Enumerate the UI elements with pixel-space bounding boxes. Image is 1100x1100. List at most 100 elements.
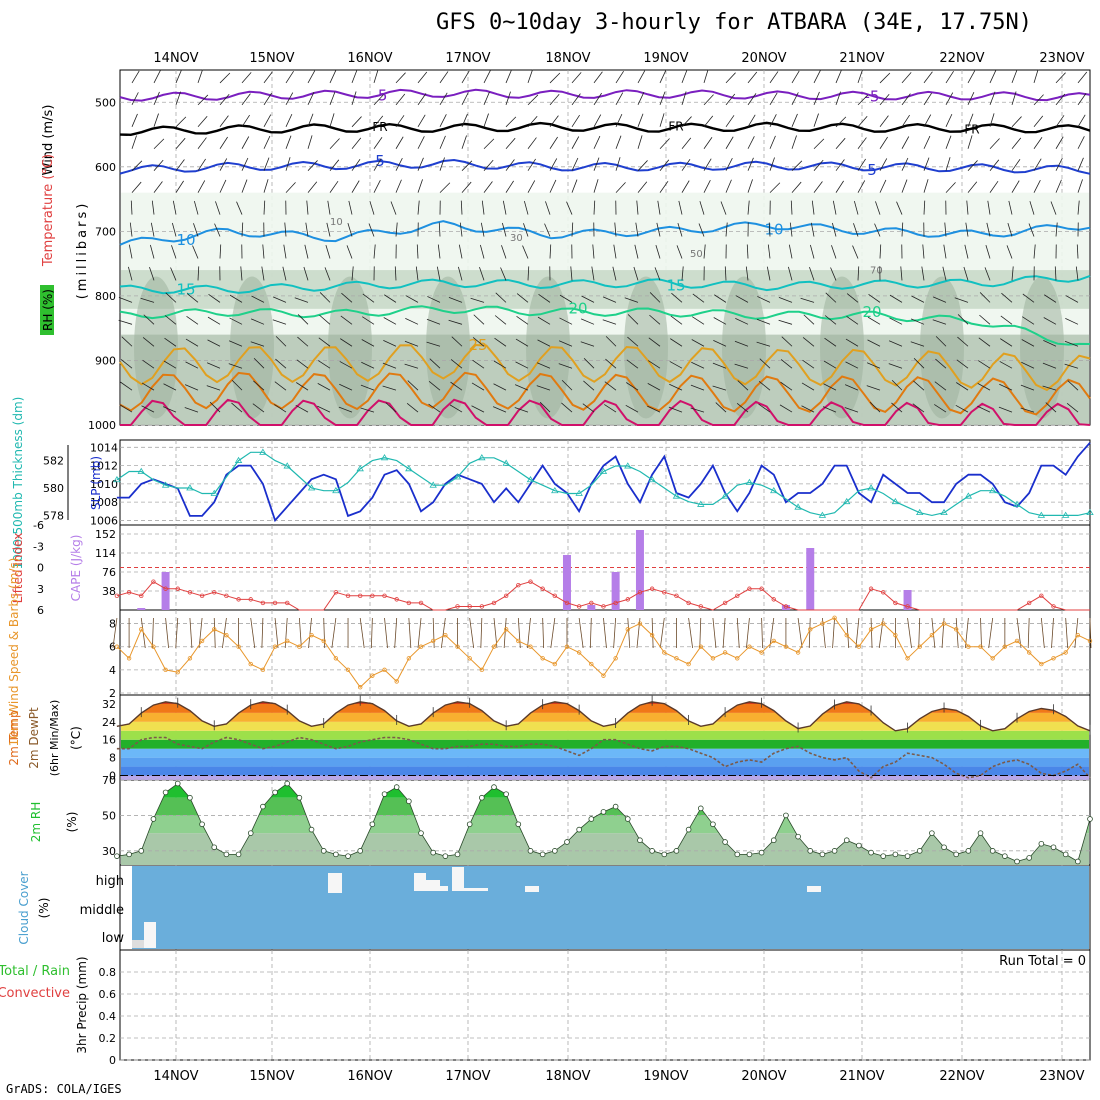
surface-wind-barb <box>931 617 936 649</box>
wind-barb <box>186 293 199 303</box>
wind-barb <box>602 319 617 325</box>
wind-barb <box>647 383 661 391</box>
wind-barb <box>649 314 661 325</box>
thickness-marker <box>429 481 437 488</box>
rh-marker <box>515 821 522 828</box>
wind-barb <box>835 159 845 171</box>
rh-marker <box>624 816 631 822</box>
temperature-contour-label: -5 <box>373 86 388 104</box>
thickness-marker <box>940 508 948 516</box>
wind-barb <box>844 407 859 413</box>
bottom-date-label: 21NOV <box>839 1069 884 1084</box>
wind-barb <box>285 182 296 193</box>
wind-barb <box>461 92 469 106</box>
wind-barb <box>472 359 485 369</box>
precip-axis-label: 3hr Precip (mm) <box>75 956 89 1053</box>
wind-barb <box>734 340 749 347</box>
wind-barb <box>549 244 552 259</box>
lifted-index-marker <box>345 593 351 599</box>
wind-barb <box>527 180 536 193</box>
wind-speed-marker <box>382 667 387 673</box>
wind-speed-marker <box>321 638 326 644</box>
wind-barb <box>437 244 441 259</box>
wind-barb <box>206 385 221 391</box>
temperature-axis-label: 2m Temp <box>7 710 21 765</box>
wind-barb <box>561 379 573 391</box>
wind-barb <box>692 316 705 325</box>
lifted-index-marker <box>285 600 290 606</box>
wind-barb <box>648 337 661 347</box>
wind-barb <box>571 222 574 237</box>
wind-barb <box>416 244 419 259</box>
wind-barb <box>449 404 463 413</box>
wind-speed-marker <box>1063 650 1068 655</box>
wind-barb <box>571 179 578 193</box>
wind-barb <box>932 296 947 303</box>
rh-marker <box>746 851 753 858</box>
lifted-index-marker <box>674 593 679 599</box>
wind-barb <box>1033 94 1044 106</box>
wind-barb <box>175 137 186 150</box>
temperature-contour-10 <box>119 220 1091 246</box>
wind-barb <box>479 267 485 281</box>
wind-barb <box>1064 340 1079 347</box>
wind-barb <box>263 200 266 215</box>
thickness-marker <box>843 497 851 505</box>
rh-marker <box>1062 851 1069 858</box>
wind-barb <box>373 158 382 171</box>
temperature-color-band <box>121 712 1089 722</box>
wind-barb <box>832 200 837 215</box>
wind-barb <box>219 94 230 106</box>
lifted-index-marker <box>637 590 643 595</box>
wind-barb <box>923 135 931 149</box>
panel-frame-wind <box>119 609 1091 696</box>
wind-barb <box>1077 157 1084 171</box>
surface-wind-barb <box>370 617 373 649</box>
wind-barb <box>879 136 888 149</box>
wind-barb <box>977 405 991 413</box>
wind-barb <box>810 222 815 237</box>
rh-marker <box>612 803 619 810</box>
lifted-index-marker <box>698 604 703 609</box>
surface-wind-barb <box>165 617 169 649</box>
wind-barb <box>1077 114 1086 128</box>
rh-marker <box>308 826 315 833</box>
rh-marker <box>1038 840 1045 847</box>
wind-barb <box>725 222 728 237</box>
lifted-index-marker <box>893 600 898 606</box>
wind-speed-marker <box>114 644 120 649</box>
temperature-contour-label: FR <box>372 120 387 134</box>
wind-barb <box>130 200 133 215</box>
wind-barb <box>670 315 683 325</box>
cape-tick-label: 38 <box>102 585 116 598</box>
wind-barb <box>615 70 624 84</box>
wind-speed-marker <box>795 650 801 655</box>
wind-barb <box>655 244 661 259</box>
wind-barb <box>923 71 933 84</box>
rh-marker <box>114 853 120 859</box>
wind-barb <box>857 69 863 84</box>
wind-barb <box>390 201 397 215</box>
wind-barb <box>165 292 177 303</box>
wind-speed-marker <box>224 632 229 638</box>
upper-wind-label: Wind (m/s) <box>41 105 56 176</box>
wind-barb <box>1077 136 1085 149</box>
wind-barb <box>153 138 165 150</box>
thickness-marker <box>599 467 608 474</box>
cape-tick-label: 76 <box>102 566 116 579</box>
temperature-contour-label: 15 <box>666 277 685 295</box>
rh-marker <box>843 837 850 844</box>
wind-barb <box>712 362 727 369</box>
wind-barb <box>984 267 991 281</box>
wind-speed-marker <box>1002 644 1008 649</box>
wind-barb <box>329 180 339 193</box>
lifted-index-tick-label: 6 <box>37 604 44 617</box>
wind-barb <box>703 137 713 149</box>
wind-barb <box>505 69 512 84</box>
lifted-index-axis-label: Lifted Index <box>11 533 25 604</box>
wind-barb <box>149 267 155 281</box>
wind-barb <box>592 244 595 259</box>
wind-barb <box>219 136 228 149</box>
surface-wind-barb <box>578 617 584 649</box>
wind-barb <box>346 245 353 259</box>
